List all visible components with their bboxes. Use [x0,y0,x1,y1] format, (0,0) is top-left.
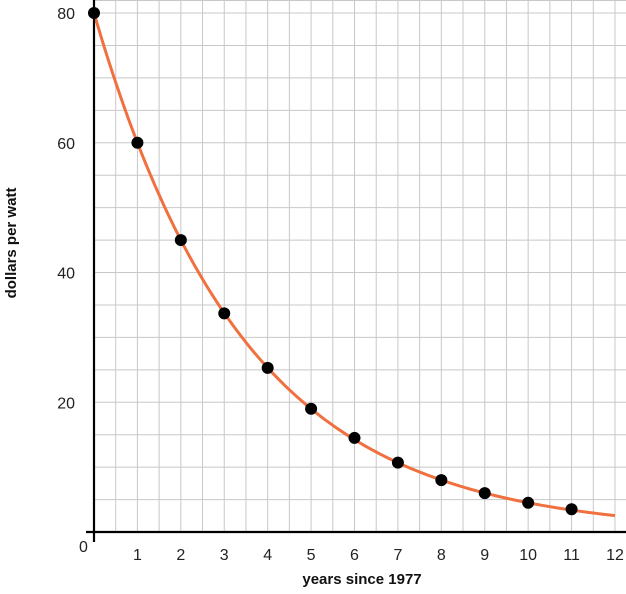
x-tick-label: 4 [263,547,272,564]
x-tick-label: 12 [606,547,624,564]
x-axis-title: years since 1977 [302,571,421,588]
data-point [522,496,535,509]
x-tick-labels: 1 2 3 4 5 6 7 8 9 10 11 12 [133,547,624,564]
y-tick-label: 60 [57,136,75,153]
y-tick-labels: 20 40 60 80 [57,6,75,412]
data-points [88,7,578,516]
x-tick-label: 10 [519,547,537,564]
x-tick-label: 8 [437,547,446,564]
y-tick-label: 20 [57,395,75,412]
x-tick-label: 11 [563,547,580,564]
data-point [261,361,274,374]
x-tick-label: 6 [350,547,359,564]
y-axis-title: dollars per watt [3,188,20,299]
grid [94,0,626,532]
x-tick-label: 5 [307,547,316,564]
x-tick-label: 7 [393,547,402,564]
axes [86,0,626,542]
data-point [565,503,578,516]
data-point [131,136,144,149]
x-tick-label: 9 [480,547,489,564]
y-tick-label: 40 [57,266,75,283]
data-point [435,474,448,487]
data-point [348,431,361,444]
x-tick-label: 2 [176,547,185,564]
data-point [305,402,318,415]
data-point [174,234,187,247]
data-point [478,487,491,500]
data-point [88,7,100,19]
y-tick-label: 80 [57,6,75,23]
data-point [218,307,231,320]
data-point [391,456,404,469]
origin-label: 0 [79,539,88,556]
x-tick-label: 3 [220,547,229,564]
x-tick-label: 1 [133,547,142,564]
